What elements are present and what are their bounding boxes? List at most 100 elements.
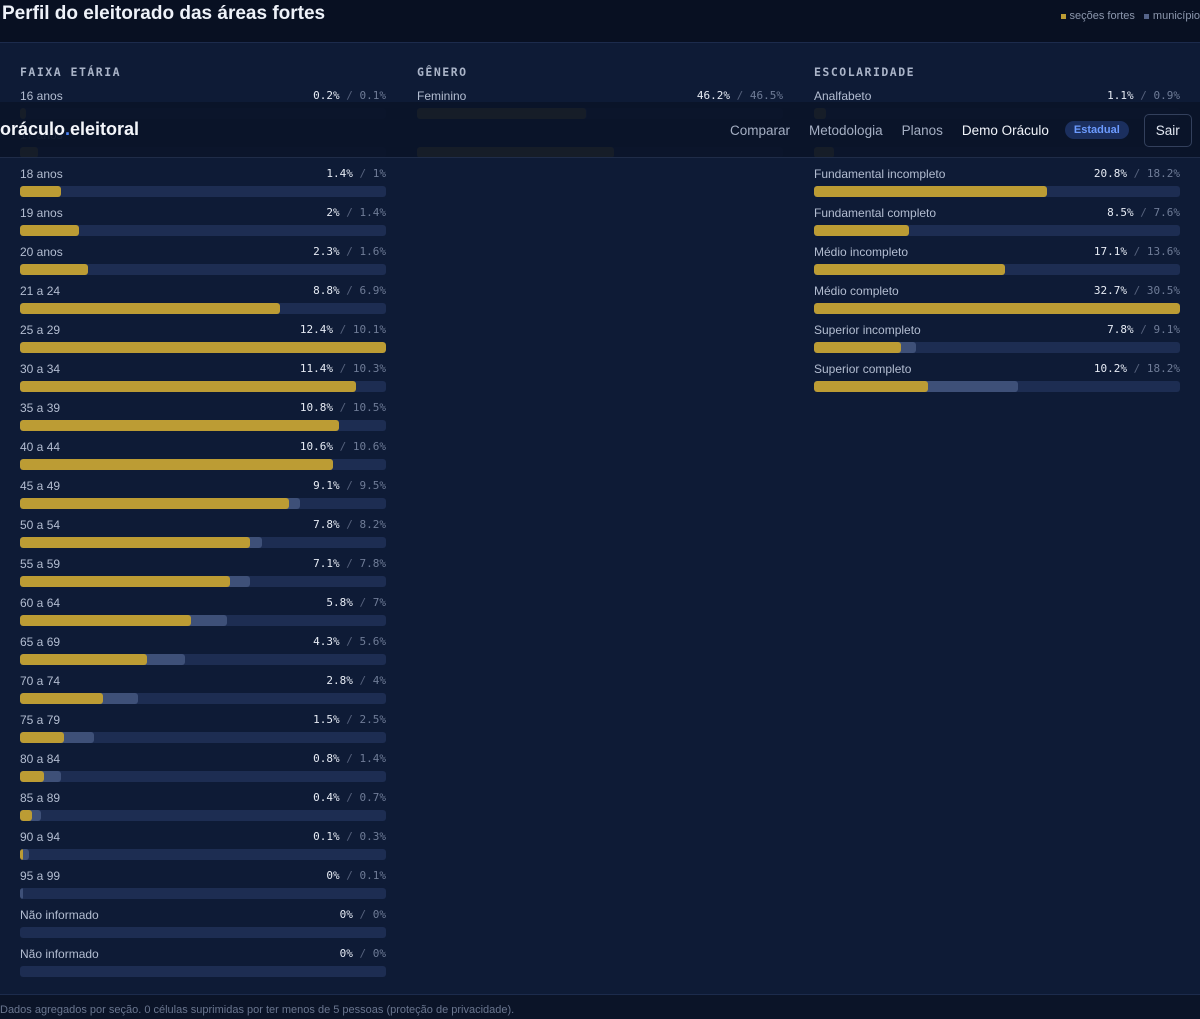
education-row-label: Médio completo bbox=[814, 284, 899, 298]
value-separator: / bbox=[339, 752, 360, 765]
strong-value: 12.4% bbox=[299, 323, 333, 336]
municipality-value: 1.4% bbox=[359, 752, 387, 765]
age-bar-track bbox=[20, 654, 386, 665]
education-row: Médio completo 32.7% / 30.5% bbox=[814, 284, 1180, 323]
value-separator: / bbox=[339, 557, 360, 570]
age-row-label: 90 a 94 bbox=[20, 830, 61, 844]
value-separator: / bbox=[1133, 206, 1154, 219]
strong-value: 10.2% bbox=[1093, 362, 1127, 375]
municipality-value: 46.5% bbox=[749, 89, 783, 102]
age-row-label: 75 a 79 bbox=[20, 713, 61, 727]
age-bar-track bbox=[20, 615, 386, 626]
age-row-values: 0.1% / 0.3% bbox=[313, 830, 386, 843]
age-bar-track bbox=[20, 498, 386, 509]
education-row: Fundamental completo 8.5% / 7.6% bbox=[814, 206, 1180, 245]
value-separator: / bbox=[1133, 323, 1154, 336]
age-bar-strong bbox=[20, 654, 147, 665]
value-separator: / bbox=[339, 791, 360, 804]
municipality-value: 1.4% bbox=[359, 206, 387, 219]
municipality-value: 7.6% bbox=[1153, 206, 1181, 219]
municipality-value: 5.6% bbox=[359, 635, 387, 648]
age-row-label: 80 a 84 bbox=[20, 752, 61, 766]
municipality-value: 13.6% bbox=[1146, 245, 1180, 258]
age-bar-municipality bbox=[20, 849, 29, 860]
logout-button[interactable]: Sair bbox=[1143, 113, 1192, 147]
municipality-value: 0.1% bbox=[359, 869, 387, 882]
municipality-value: 10.5% bbox=[352, 401, 386, 414]
age-bar-strong bbox=[20, 693, 103, 704]
value-separator: / bbox=[339, 713, 360, 726]
education-bar-track bbox=[814, 264, 1180, 275]
age-row-values: 10.6% / 10.6% bbox=[300, 440, 386, 453]
age-row: 30 a 34 11.4% / 10.3% bbox=[20, 362, 386, 401]
age-row-values: 0% / 0% bbox=[340, 947, 386, 960]
strong-value: 8.8% bbox=[313, 284, 340, 297]
strong-value: 2% bbox=[326, 206, 340, 219]
strong-value: 11.4% bbox=[299, 362, 333, 375]
age-bar-track bbox=[20, 459, 386, 470]
age-row-label: 70 a 74 bbox=[20, 674, 61, 688]
education-row-values: 20.8% / 18.2% bbox=[1094, 167, 1180, 180]
education-heading: ESCOLARIDADE bbox=[814, 65, 916, 79]
age-row-label: 85 a 89 bbox=[20, 791, 61, 805]
age-row: 50 a 54 7.8% / 8.2% bbox=[20, 518, 386, 557]
education-bar-strong bbox=[814, 381, 929, 392]
value-separator: / bbox=[352, 947, 373, 960]
strong-value: 0.2% bbox=[313, 89, 340, 102]
strong-value: 0.4% bbox=[313, 791, 340, 804]
education-row-values: 32.7% / 30.5% bbox=[1094, 284, 1180, 297]
value-separator: / bbox=[339, 518, 360, 531]
age-row-label: 95 a 99 bbox=[20, 869, 61, 883]
age-row-values: 2% / 1.4% bbox=[326, 206, 386, 219]
age-row-values: 2.3% / 1.6% bbox=[313, 245, 386, 258]
age-bar-strong bbox=[20, 732, 65, 743]
education-row-label: Médio incompleto bbox=[814, 245, 909, 259]
nav-link-planos[interactable]: Planos bbox=[901, 122, 943, 138]
age-row-label: 30 a 34 bbox=[20, 362, 61, 376]
municipality-value: 0.9% bbox=[1153, 89, 1181, 102]
municipality-value: 1% bbox=[372, 167, 386, 180]
age-row: 70 a 74 2.8% / 4% bbox=[20, 674, 386, 713]
age-row: 19 anos 2% / 1.4% bbox=[20, 206, 386, 245]
age-bar-strong bbox=[20, 615, 192, 626]
age-row: 21 a 24 8.8% / 6.9% bbox=[20, 284, 386, 323]
age-row-label: 21 a 24 bbox=[20, 284, 61, 298]
age-bar-strong bbox=[20, 186, 62, 197]
chart-legend: seções fortes município bbox=[1060, 10, 1200, 22]
nav-link-comparar[interactable]: Comparar bbox=[730, 122, 791, 138]
value-separator: / bbox=[339, 830, 360, 843]
age-row-label: 16 anos bbox=[20, 89, 63, 103]
value-separator: / bbox=[333, 401, 353, 414]
gender-row-label: Feminino bbox=[417, 89, 467, 103]
nav-link-metodologia[interactable]: Metodologia bbox=[809, 122, 883, 138]
age-bar-track bbox=[20, 771, 386, 782]
strong-value: 2.8% bbox=[326, 674, 353, 687]
value-separator: / bbox=[339, 89, 360, 102]
age-row-label: 25 a 29 bbox=[20, 323, 61, 337]
age-bar-strong bbox=[20, 498, 289, 509]
nav-link-demo-oraculo[interactable]: Demo Oráculo bbox=[961, 122, 1049, 138]
strong-value: 10.6% bbox=[299, 440, 333, 453]
strong-value: 1.5% bbox=[313, 713, 340, 726]
brand-logo[interactable]: oráculo.eleitoral bbox=[0, 119, 139, 140]
value-separator: / bbox=[333, 440, 353, 453]
municipality-value: 7% bbox=[372, 596, 386, 609]
age-row-values: 0.2% / 0.1% bbox=[313, 89, 386, 102]
strong-value: 46.2% bbox=[696, 89, 730, 102]
age-row: 90 a 94 0.1% / 0.3% bbox=[20, 830, 386, 869]
age-bar-track bbox=[20, 966, 386, 977]
age-row-label: 50 a 54 bbox=[20, 518, 61, 532]
age-bar-strong bbox=[20, 420, 339, 431]
brand-dot: . bbox=[65, 119, 71, 139]
age-row-label: 60 a 64 bbox=[20, 596, 61, 610]
age-bar-strong bbox=[20, 849, 23, 860]
municipality-value: 10.1% bbox=[352, 323, 386, 336]
strong-value: 20.8% bbox=[1093, 167, 1127, 180]
age-row: 95 a 99 0% / 0.1% bbox=[20, 869, 386, 908]
age-bar-track bbox=[20, 342, 386, 353]
municipality-value: 4% bbox=[372, 674, 386, 687]
page-title: Perfil do eleitorado das áreas fortes bbox=[2, 3, 326, 24]
age-row-values: 5.8% / 7% bbox=[326, 596, 386, 609]
age-row: 20 anos 2.3% / 1.6% bbox=[20, 245, 386, 284]
education-bar-track bbox=[814, 381, 1180, 392]
